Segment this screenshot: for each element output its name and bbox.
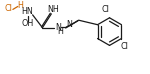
Text: Cl: Cl [120, 42, 128, 51]
Text: Cl: Cl [102, 5, 110, 14]
Text: H: H [17, 1, 23, 10]
Text: N: N [55, 23, 61, 32]
Text: OH: OH [22, 19, 34, 28]
Text: H: H [57, 27, 63, 36]
Text: HN: HN [21, 7, 33, 16]
Text: NH: NH [47, 5, 59, 14]
Text: N: N [66, 20, 72, 29]
Text: Cl: Cl [4, 4, 12, 13]
